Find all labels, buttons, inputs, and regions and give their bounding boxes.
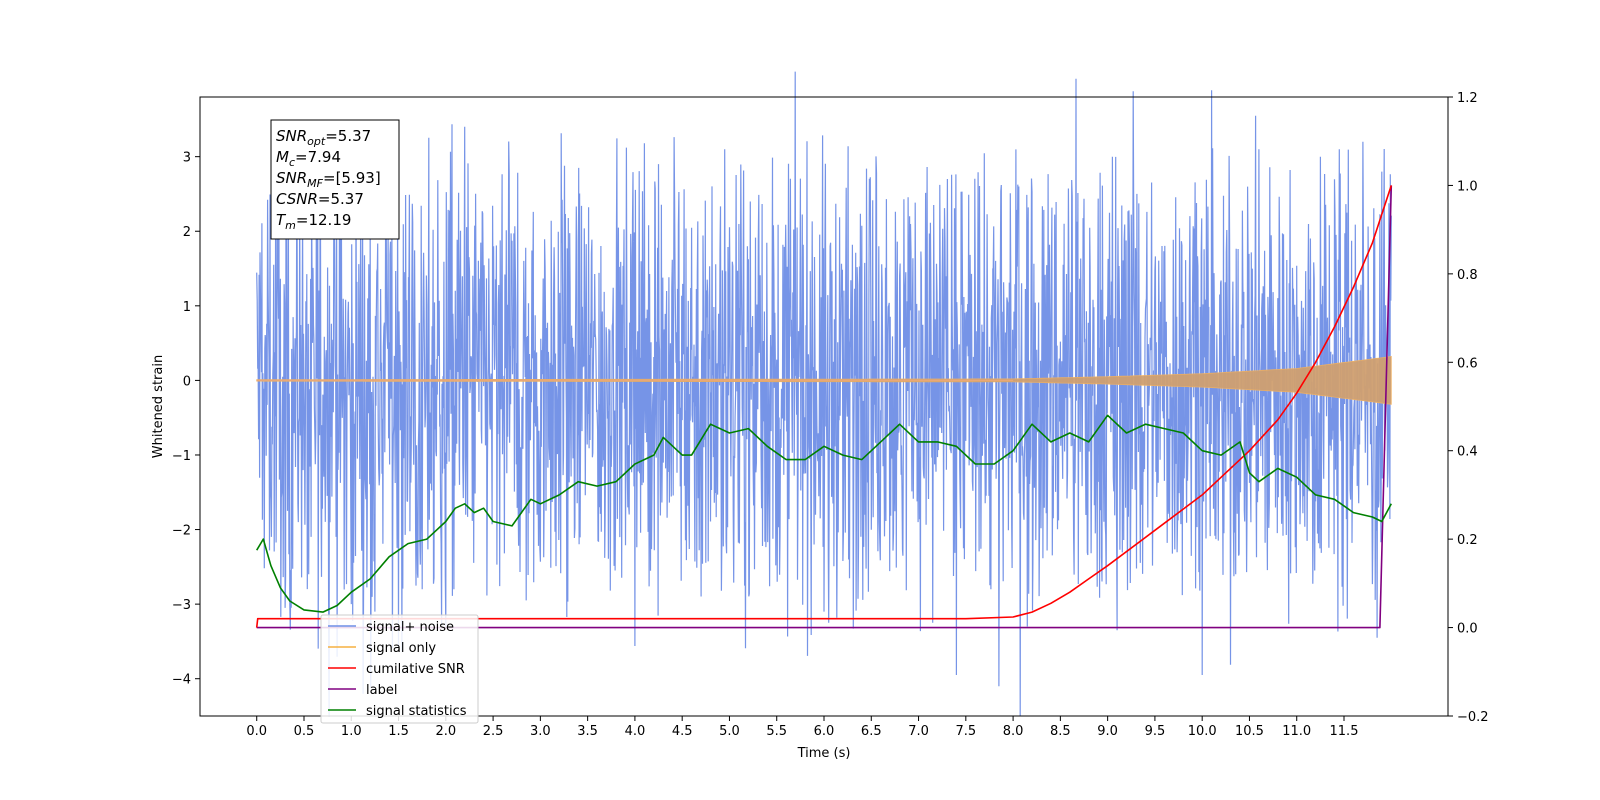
y2-tick-label: 0.4 <box>1457 445 1478 460</box>
x-tick-label: 5.0 <box>719 724 740 739</box>
annotation-line: SNRopt=5.37 <box>276 127 371 148</box>
label-line <box>256 185 1393 629</box>
x-tick-label: 3.0 <box>530 724 551 739</box>
x-tick-label: 7.0 <box>908 724 929 739</box>
x-tick-label: 7.5 <box>955 724 976 739</box>
x-tick-label: 6.5 <box>861 724 882 739</box>
x-tick-label: 4.0 <box>625 724 646 739</box>
x-tick-label: 9.5 <box>1145 724 1166 739</box>
y-tick-label: −3 <box>172 598 191 613</box>
x-tick-label: 1.0 <box>341 724 362 739</box>
legend: signal+ noise signal only cumilative SNR la… <box>320 614 479 724</box>
y-axis-right: 1.2 1.0 0.8 0.6 0.4 0.2 0.0 −0.2 <box>1448 91 1489 725</box>
y-tick-label: 1 <box>183 300 191 315</box>
x-tick-label: 11.5 <box>1330 724 1359 739</box>
x-tick-label: 10.5 <box>1235 724 1264 739</box>
x-tick-label: 1.5 <box>388 724 409 739</box>
x-tick-label: 2.5 <box>483 724 504 739</box>
annotation-line: SNRMF=[5.93] <box>276 169 381 190</box>
y-axis-left: 3 2 1 0 −1 −2 −3 −4 <box>172 151 200 688</box>
y2-tick-label: 0.8 <box>1457 268 1478 283</box>
x-tick-label: 11.0 <box>1282 724 1311 739</box>
x-tick-label: 8.5 <box>1050 724 1071 739</box>
x-tick-label: 2.0 <box>435 724 456 739</box>
x-axis-label: Time (s) <box>797 746 851 761</box>
y2-tick-label: 0.2 <box>1457 533 1478 548</box>
x-tick-label: 8.0 <box>1003 724 1024 739</box>
y2-tick-label: 0.0 <box>1457 622 1478 637</box>
x-tick-label: 4.5 <box>672 724 693 739</box>
y2-tick-label: 0.6 <box>1457 356 1478 371</box>
legend-label: signal+ noise <box>366 620 454 635</box>
annotation-line: Mc=7.94 <box>276 148 341 169</box>
y-tick-label: −2 <box>172 524 191 539</box>
y-tick-label: 0 <box>183 374 191 389</box>
legend-label: label <box>366 683 397 698</box>
x-tick-label: 5.5 <box>766 724 787 739</box>
signal-statistics-line <box>256 414 1393 613</box>
y-tick-label: −1 <box>172 449 191 464</box>
annotation-frame <box>270 119 400 240</box>
x-tick-label: 6.0 <box>814 724 835 739</box>
y-tick-label: 2 <box>183 225 191 240</box>
annotation-line: CSNR=5.37 <box>276 190 364 208</box>
y-tick-label: −4 <box>172 673 191 688</box>
x-tick-label: 9.0 <box>1097 724 1118 739</box>
x-tick-label: 0.5 <box>294 724 315 739</box>
annotation-line: Tm=12.19 <box>276 211 351 232</box>
signal-only-series <box>256 356 1392 405</box>
x-tick-label: 0.0 <box>246 724 267 739</box>
legend-label: cumilative SNR <box>366 662 465 677</box>
y2-tick-label: 1.2 <box>1457 91 1478 106</box>
y2-tick-label: −0.2 <box>1457 710 1489 725</box>
x-axis: 0.0 0.5 1.0 1.5 2.0 2.5 3.0 3.5 4.0 4.5 5.0 5.5 6.0 6… <box>246 716 1358 739</box>
y-tick-label: 3 <box>183 151 191 166</box>
legend-frame <box>320 614 479 724</box>
legend-label: signal statistics <box>366 704 467 719</box>
y2-tick-label: 1.0 <box>1457 179 1478 194</box>
legend-label: signal only <box>366 641 436 656</box>
y-axis-label: Whitened strain <box>151 355 166 458</box>
x-tick-label: 10.0 <box>1188 724 1217 739</box>
x-tick-label: 3.5 <box>577 724 598 739</box>
